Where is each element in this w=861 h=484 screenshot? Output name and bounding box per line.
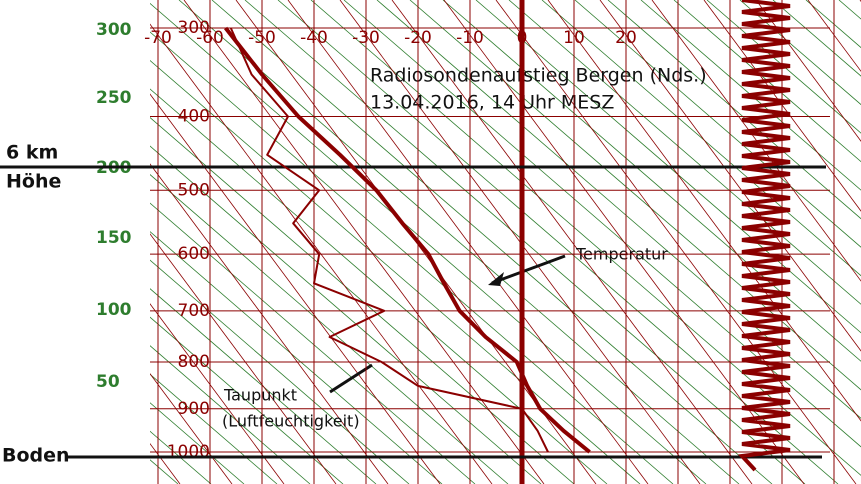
x-tick-label: -70 [144,28,172,48]
adiabat [0,272,245,484]
adiabat [574,0,861,248]
series-label: Taupunkt [223,386,297,405]
x-tick-label: 10 [563,28,585,48]
adiabat [508,0,861,305]
adiabat [0,244,278,484]
label-background [0,0,150,484]
height-label: 250 [96,88,132,108]
wind-barbs [737,0,791,472]
chart-title: Radiosondenaufstieg Bergen (Nds.) [370,65,707,87]
isohume [651,0,861,282]
isohume [599,0,861,352]
adiabat [178,0,740,484]
x-tick-label: -60 [196,28,224,48]
adiabat [541,0,861,277]
y-tick-label: 300 [178,18,210,38]
isohume [131,0,493,484]
marker-label: Boden [2,445,70,467]
sounding-line [229,27,549,453]
marker-label: Höhe [6,171,61,193]
adiabat [277,0,839,484]
isohume [183,0,545,484]
y-tick-label: 900 [178,399,210,419]
adiabat [739,0,861,106]
x-tick-label: -50 [248,28,276,48]
adiabat [0,101,443,484]
marker-label: 6 km [6,142,58,164]
y-tick-label: 700 [178,301,210,321]
adiabat [838,0,861,20]
height-label: 300 [96,20,132,40]
adiabat [772,0,861,77]
arrow [491,254,566,285]
adiabat [607,0,861,220]
isohume [755,0,861,142]
adiabat [706,0,861,134]
adiabat [211,0,773,484]
height-label: 50 [96,372,120,392]
isohume [443,0,805,484]
x-tick-label: -10 [456,28,484,48]
isohume [391,0,753,484]
sounding-line [224,26,591,454]
adiabat [409,0,861,391]
x-tick-label: -40 [300,28,328,48]
chart-subtitle: 13.04.2016, 14 Uhr MESZ [370,92,614,114]
adiabat [112,0,674,484]
y-tick-label: 600 [178,244,210,264]
x-tick-label: 0 [517,28,528,48]
arrow-head [488,272,504,286]
adiabat [79,0,641,484]
isohume [495,0,857,484]
y-tick-label: 800 [178,352,210,372]
isohume [287,0,649,484]
isohume [547,0,861,422]
pointer [329,363,373,394]
height-label: 100 [96,300,132,320]
x-tick-label: -20 [404,28,432,48]
adiabat [244,0,806,484]
x-tick-label: -30 [352,28,380,48]
adiabat [442,0,861,362]
adiabat [640,0,861,191]
y-tick-label: 500 [178,180,210,200]
y-tick-label: 1000 [167,442,210,462]
annotation: (Luftfeuchtigkeit) [222,412,360,431]
y-tick-label: 400 [178,106,210,126]
height-label: 150 [96,228,132,248]
x-tick-label: 20 [615,28,637,48]
adiabat [145,0,707,484]
